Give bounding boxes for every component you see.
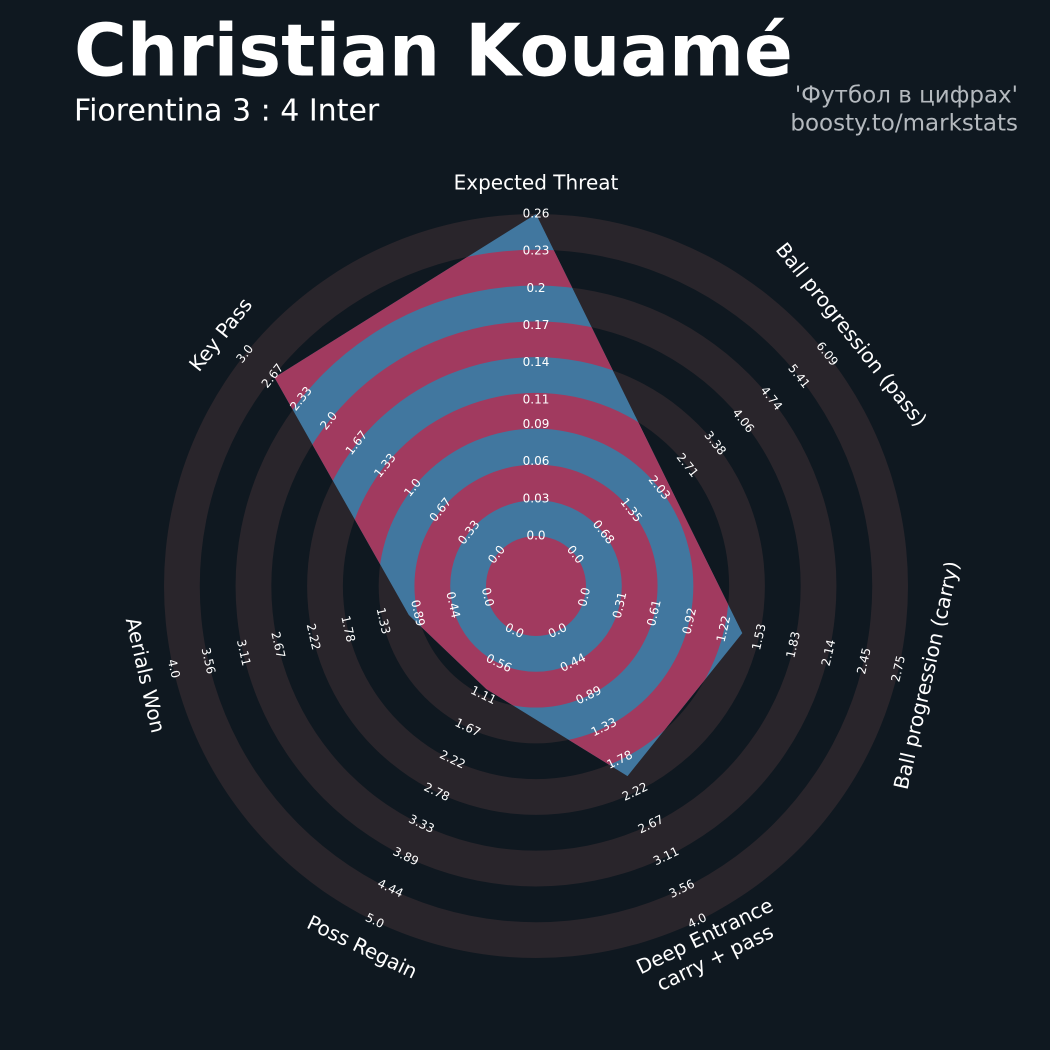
tick-label: 2.14 [819,638,839,667]
tick-label: 0.61 [644,598,664,627]
tick-label: 0.11 [523,392,550,406]
tick-label: 0.09 [523,417,550,431]
tick-label: 1.33 [374,606,394,635]
tick-label: 0.0 [575,586,593,608]
compare-rings [274,249,743,777]
credit: 'Футбол в цифрах' [795,83,1018,109]
credit: boosty.to/markstats [790,111,1018,137]
tick-label: 2.22 [304,622,324,651]
tick-label: 0.14 [523,355,550,369]
tick-label: 4.0 [165,658,183,680]
tick-label: 0.31 [610,591,630,620]
tick-label: 0.2 [526,281,545,295]
compare-inner [486,536,586,636]
tick-label: 0.17 [523,318,550,332]
tick-label: 0.0 [479,586,497,608]
chart-title: Christian Kouamé [74,9,793,93]
tick-label: 1.22 [714,614,734,643]
tick-label: 0.26 [523,207,550,221]
tick-label: 2.75 [888,654,908,683]
tick-label: 0.06 [523,454,550,468]
tick-label: 0.03 [523,491,550,505]
tick-label: 0.89 [408,598,428,627]
compare-ring [414,464,658,708]
param-label: Expected Threat [454,171,619,195]
tick-label: 2.67 [268,630,288,659]
chart-subtitle: Fiorentina 3 : 4 Inter [74,94,380,129]
tick-label: 3.56 [199,646,219,675]
tick-label: 1.53 [749,622,769,651]
tick-label: 3.11 [234,638,254,667]
tick-label: 0.0 [526,529,545,543]
tick-label: 0.23 [523,244,550,258]
tick-label: 1.83 [783,630,803,659]
tick-label: 1.78 [338,614,358,643]
tick-label: 0.44 [443,590,463,619]
tick-label: 0.92 [680,606,700,635]
tick-label: 2.45 [854,646,874,675]
